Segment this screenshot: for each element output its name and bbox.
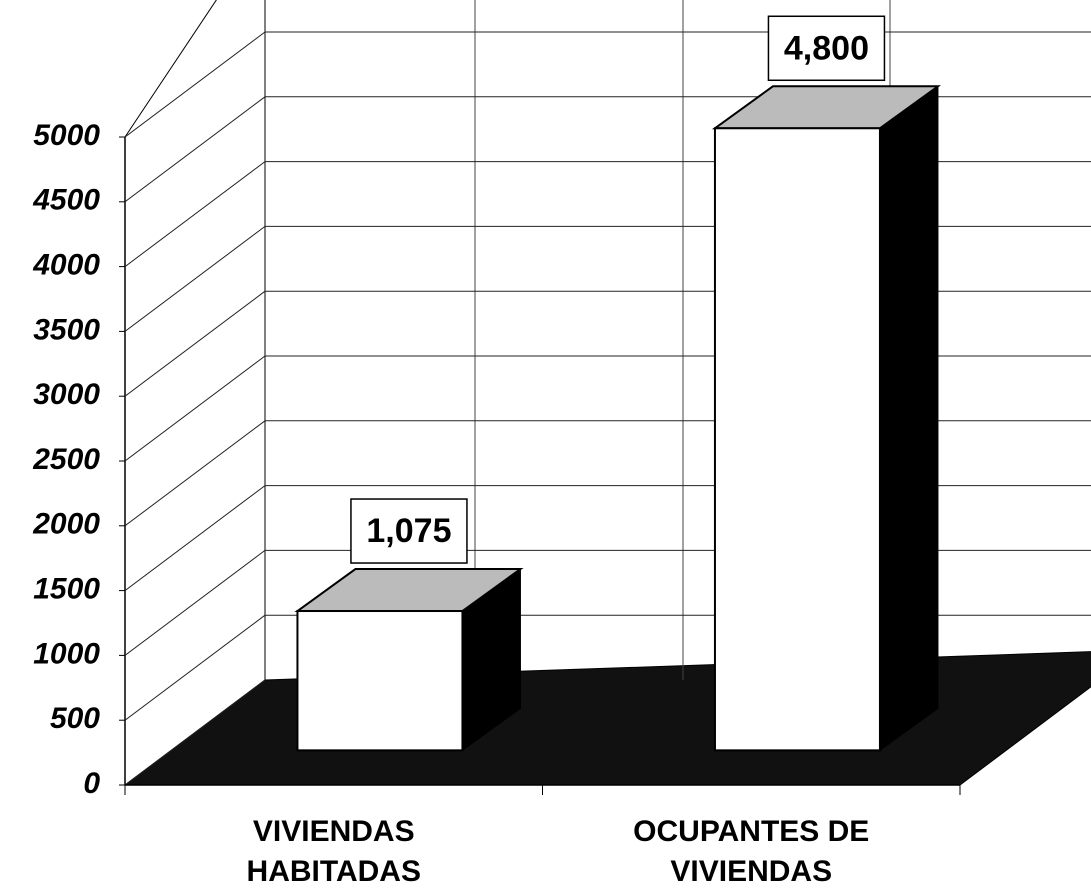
y-tick-label: 500 [50, 702, 100, 735]
grid-line [124, 485, 266, 591]
y-tick-label: 5000 [33, 119, 100, 152]
bar [296, 610, 464, 752]
y-tick-label: 4000 [32, 249, 100, 282]
x-tick-label: VIVIENDAS HABITADAS [246, 815, 421, 888]
value-label-box [767, 15, 886, 82]
y-tick-label: 1500 [33, 573, 100, 606]
bar [713, 127, 881, 752]
floor [123, 651, 1091, 786]
value-label-box [350, 498, 468, 564]
grid-line [124, 420, 266, 527]
grid-line [124, 290, 266, 397]
y-tick-label: 2500 [32, 443, 100, 476]
value-label: 1,075 [366, 512, 451, 550]
y-tick-label: 2000 [32, 508, 100, 541]
y-tick-label: 1000 [33, 637, 100, 670]
bar-side [879, 85, 939, 752]
grid-line [124, 31, 266, 138]
grid-line [124, 355, 266, 462]
grid-line [124, 679, 266, 786]
grid-line [124, 96, 266, 203]
y-tick-label: 4500 [32, 184, 100, 217]
wall-edge [124, 0, 217, 138]
grid-line [124, 161, 266, 268]
x-tick-label: OCUPANTES DE VIVIENDAS [633, 815, 870, 888]
y-tick-label: 3000 [33, 378, 100, 411]
grid-line [124, 225, 266, 332]
y-tick-label: 3500 [33, 313, 100, 346]
grid-line [124, 614, 266, 721]
value-label: 4,800 [784, 29, 869, 67]
grid-line [124, 550, 266, 656]
y-tick-label: 0 [83, 767, 100, 800]
